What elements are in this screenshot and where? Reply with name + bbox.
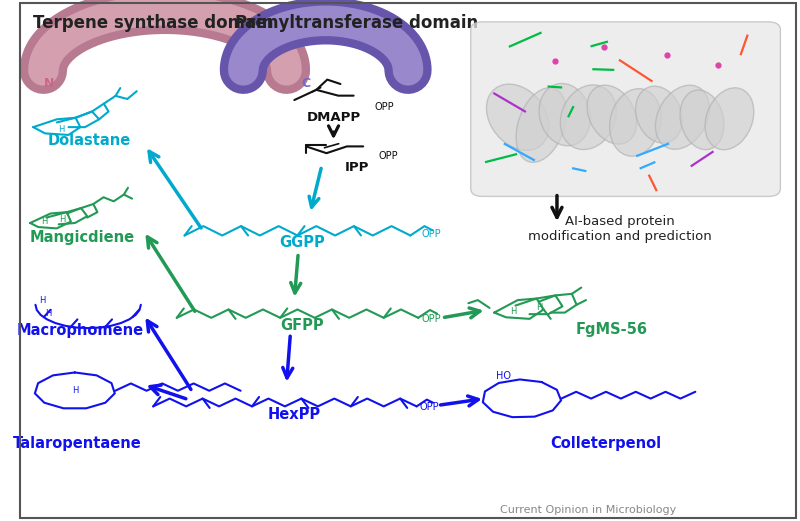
Ellipse shape — [655, 85, 710, 150]
Text: OPP: OPP — [378, 151, 398, 162]
Text: H: H — [510, 306, 516, 316]
Text: DMAPP: DMAPP — [306, 111, 361, 123]
Text: HO: HO — [496, 371, 511, 381]
Text: Dolastane: Dolastane — [47, 133, 130, 148]
Ellipse shape — [486, 84, 549, 151]
Text: H: H — [39, 296, 46, 305]
Text: IPP: IPP — [345, 162, 370, 174]
Text: OPP: OPP — [422, 314, 442, 324]
Text: OPP: OPP — [419, 402, 439, 413]
Text: FgMS-56: FgMS-56 — [576, 322, 648, 337]
Text: Macrophomene: Macrophomene — [17, 324, 144, 338]
Text: C: C — [302, 77, 310, 90]
FancyBboxPatch shape — [470, 22, 781, 196]
Text: H: H — [42, 217, 47, 226]
Text: Current Opinion in Microbiology: Current Opinion in Microbiology — [500, 504, 677, 515]
Text: Colleterpenol: Colleterpenol — [550, 437, 661, 451]
Ellipse shape — [635, 86, 682, 143]
Text: H: H — [58, 125, 65, 134]
Ellipse shape — [516, 88, 566, 163]
Text: AI-based protein
modification and prediction: AI-based protein modification and predic… — [528, 215, 711, 243]
Ellipse shape — [680, 90, 724, 150]
Ellipse shape — [539, 83, 590, 146]
Ellipse shape — [587, 85, 637, 144]
Text: H: H — [46, 309, 52, 318]
Text: H: H — [72, 386, 78, 395]
Text: Terpene synthase domain: Terpene synthase domain — [33, 15, 274, 32]
Text: Mangicdiene: Mangicdiene — [30, 230, 135, 244]
Ellipse shape — [705, 88, 754, 150]
Text: H: H — [59, 215, 66, 224]
Text: OPP: OPP — [374, 102, 394, 112]
Text: Prenyltransferase domain: Prenyltransferase domain — [235, 15, 478, 32]
Text: N: N — [44, 77, 54, 90]
Text: GGPP: GGPP — [279, 235, 325, 250]
Ellipse shape — [610, 89, 661, 156]
Text: Talaropentaene: Talaropentaene — [13, 437, 142, 451]
Text: H: H — [536, 303, 542, 313]
Text: HexPP: HexPP — [268, 407, 321, 421]
Ellipse shape — [560, 85, 616, 150]
Text: GFPP: GFPP — [280, 318, 324, 333]
Text: OPP: OPP — [422, 229, 442, 240]
